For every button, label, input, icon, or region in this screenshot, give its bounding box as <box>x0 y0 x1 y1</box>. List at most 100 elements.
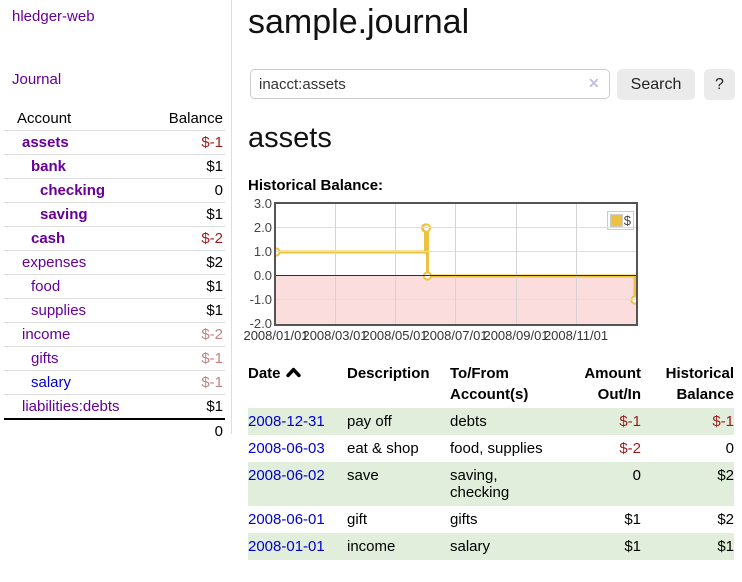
x-tick-label: 2008/11/01 <box>543 328 609 343</box>
account-column-header: Account <box>17 110 72 127</box>
account-link[interactable]: salary <box>31 374 72 391</box>
account-link[interactable]: saving <box>40 206 88 223</box>
account-link[interactable]: bank <box>31 158 67 175</box>
search-input[interactable] <box>250 69 610 99</box>
transaction-date-link[interactable]: 2008-06-02 <box>248 467 325 484</box>
account-heading: assets <box>248 122 332 154</box>
account-balance: $-1 <box>201 350 223 367</box>
account-row: salary $-1 <box>4 370 225 395</box>
zero-line <box>276 275 636 276</box>
transaction-description: income <box>347 538 396 555</box>
transaction-accounts: debts <box>450 413 487 430</box>
x-tick-label: 2008/09/01 <box>483 328 549 343</box>
transaction-balance: $-1 <box>712 413 734 430</box>
data-point-marker <box>630 295 636 305</box>
y-tick-label: 2.0 <box>253 220 272 235</box>
transaction-date-link[interactable]: 2008-06-03 <box>248 440 325 457</box>
account-row: gifts $-1 <box>4 346 225 371</box>
x-tick-label: 2008/05/01 <box>362 328 428 343</box>
page-title: sample.journal <box>248 3 470 41</box>
account-balance: $1 <box>206 278 223 295</box>
account-row: expenses $2 <box>4 250 225 275</box>
register-table: Date Description To/From Account(s) Amoun… <box>248 360 734 560</box>
chart-title: Historical Balance: <box>248 177 384 194</box>
y-tick-label: -1.0 <box>249 292 272 307</box>
account-link[interactable]: liabilities:debts <box>22 398 120 415</box>
register-table-body: 2008-12-31 pay off debts $-1 $-1 2008-06-03 ea… <box>248 408 734 560</box>
v-gridline <box>516 204 517 324</box>
transaction-balance: $1 <box>717 538 734 555</box>
accounts-total-row: 0 <box>4 419 225 443</box>
account-balance: $-1 <box>201 374 223 391</box>
account-balance: $-2 <box>201 326 223 343</box>
account-balance: $-1 <box>201 134 223 151</box>
y-tick-label: 0.0 <box>253 268 272 283</box>
transaction-amount: $-2 <box>619 440 641 457</box>
v-gridline <box>576 204 577 324</box>
data-point-marker <box>422 271 433 281</box>
transaction-row: 2008-06-02 save saving, checking 0 $2 <box>248 462 734 506</box>
sidebar-item-journal[interactable]: Journal <box>12 71 62 88</box>
transaction-row: 2008-12-31 pay off debts $-1 $-1 <box>248 408 734 435</box>
transaction-amount: $1 <box>624 538 641 555</box>
x-tick-label: 2008/07/01 <box>422 328 488 343</box>
y-tick-label: 1.0 <box>253 244 272 259</box>
account-link[interactable]: assets <box>22 134 69 151</box>
account-link[interactable]: supplies <box>31 302 87 319</box>
x-tick-label: 2008/01/01 <box>243 328 309 343</box>
v-gridline <box>455 204 457 324</box>
tofrom-column-header: To/From Account(s) <box>450 365 529 403</box>
account-link[interactable]: gifts <box>31 350 59 367</box>
account-row: saving $1 <box>4 202 225 227</box>
transaction-balance: 0 <box>725 440 734 457</box>
account-row: income $-2 <box>4 322 225 347</box>
balance-column-header: Balance <box>168 110 223 127</box>
account-link[interactable]: cash <box>31 230 66 247</box>
search-button[interactable]: Search <box>617 69 695 100</box>
account-link[interactable]: income <box>22 326 71 343</box>
v-gridline <box>395 204 397 324</box>
transaction-amount: $-1 <box>619 413 641 430</box>
description-column-header: Description <box>347 365 430 382</box>
help-button[interactable]: ? <box>704 69 735 100</box>
transaction-description: gift <box>347 511 368 528</box>
transaction-date-link[interactable]: 2008-06-01 <box>248 511 325 528</box>
x-tick-label: 2008/03/01 <box>302 328 368 343</box>
balance-column-header-register: Historical Balance <box>665 365 734 403</box>
sidebar: hledger-web Journal Account Balance asse… <box>0 0 232 440</box>
y-tick-label: -2.0 <box>249 316 272 331</box>
balance-line-series <box>276 223 636 305</box>
transaction-accounts: salary <box>450 538 491 555</box>
transaction-row: 2008-06-01 gift gifts $1 $2 <box>248 506 734 533</box>
transaction-accounts: saving, checking <box>450 467 510 501</box>
chart-plot: $ <box>274 202 638 326</box>
account-link[interactable]: checking <box>40 182 106 199</box>
account-link[interactable]: expenses <box>22 254 87 271</box>
transaction-balance: $2 <box>717 467 734 484</box>
transaction-description: eat & shop <box>347 440 419 457</box>
app-title-link[interactable]: hledger-web <box>12 8 95 25</box>
clear-search-icon[interactable]: ✕ <box>588 75 600 91</box>
account-balance: 0 <box>214 182 223 199</box>
account-row: liabilities:debts $1 <box>4 394 225 420</box>
legend-label: $ <box>623 213 631 228</box>
account-link[interactable]: food <box>31 278 61 295</box>
transaction-description: pay off <box>347 413 392 430</box>
chart-legend: $ <box>606 211 634 230</box>
account-balance: $1 <box>206 206 223 223</box>
accounts-table-body: assets $-1 bank $1 checking 0 saving $1 cash $-2 e… <box>4 130 225 420</box>
account-row: cash $-2 <box>4 226 225 251</box>
account-balance: $1 <box>206 302 223 319</box>
transaction-row: 2008-01-01 income salary $1 $1 <box>248 533 734 560</box>
account-balance: $2 <box>206 254 223 271</box>
transaction-date-link[interactable]: 2008-12-31 <box>248 413 325 430</box>
data-point-marker <box>276 247 281 257</box>
sort-ascending-icon <box>285 367 301 378</box>
transaction-date-link[interactable]: 2008-01-01 <box>248 538 325 555</box>
register-table-header: Date Description To/From Account(s) Amoun… <box>248 360 734 408</box>
account-row: checking 0 <box>4 178 225 203</box>
chart-ylabels: 3.0 2.0 1.0 0.0 -1.0 -2.0 <box>248 196 272 331</box>
account-balance: $1 <box>206 398 223 415</box>
accounts-total-value: 0 <box>214 423 223 440</box>
date-column-header[interactable]: Date <box>248 360 347 408</box>
